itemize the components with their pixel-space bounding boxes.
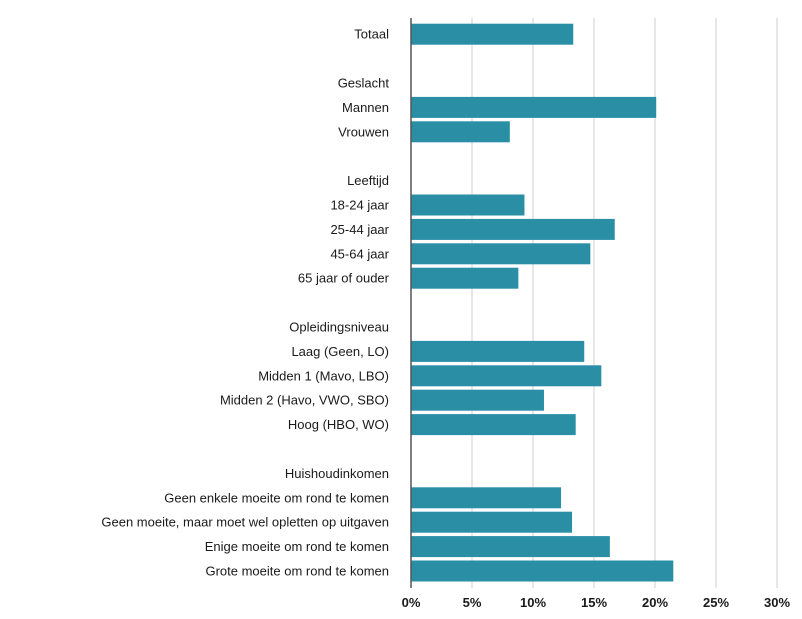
category-label: Midden 2 (Havo, VWO, SBO) [220,393,389,408]
bar [411,414,576,436]
x-tick-label: 5% [463,595,482,610]
bar [411,23,574,45]
bar [411,536,610,558]
category-label: Totaal [354,27,389,42]
bar [411,487,562,509]
category-label: 18-24 jaar [330,198,389,213]
x-tick-label: 15% [581,595,607,610]
x-tick-label: 10% [520,595,546,610]
bar [411,560,674,582]
bar [411,365,602,387]
category-label: Geen enkele moeite om rond te komen [164,490,389,505]
bar [411,121,510,143]
bar [411,96,657,118]
x-tick-label: 0% [402,595,421,610]
bar [411,511,573,533]
group-header-label: Leeftijd [347,173,389,188]
x-tick-label: 25% [703,595,729,610]
bar [411,218,615,240]
category-label: Grote moeite om rond te komen [205,564,389,579]
category-labels: Totaal Geslacht Mannen Vrouwen Leeftijd 18-24… [101,27,389,579]
category-label: Vrouwen [338,124,389,139]
x-tick-label: 30% [764,595,790,610]
category-label: Geen moeite, maar moet wel opletten op u… [101,515,389,530]
bar [411,340,585,362]
bars [411,23,674,582]
bar [411,243,591,265]
bar [411,194,525,216]
group-header-label: Opleidingsniveau [289,320,389,335]
category-label: Midden 1 (Mavo, LBO) [258,368,389,383]
group-header-label: Huishoudinkomen [285,466,389,481]
bar [411,389,544,411]
category-label: 25-44 jaar [330,222,389,237]
category-label: Enige moeite om rond te komen [205,539,389,554]
category-label: 45-64 jaar [330,246,389,261]
category-label: 65 jaar of ouder [298,271,390,286]
x-axis-tick-labels: 0% 5% 10% 15% 20% 25% 30% [402,595,791,610]
category-label: Laag (Geen, LO) [291,344,389,359]
category-label: Hoog (HBO, WO) [288,417,389,432]
category-label: Mannen [342,100,389,115]
group-header-label: Geslacht [338,76,390,91]
bar [411,267,519,289]
x-tick-label: 20% [642,595,668,610]
